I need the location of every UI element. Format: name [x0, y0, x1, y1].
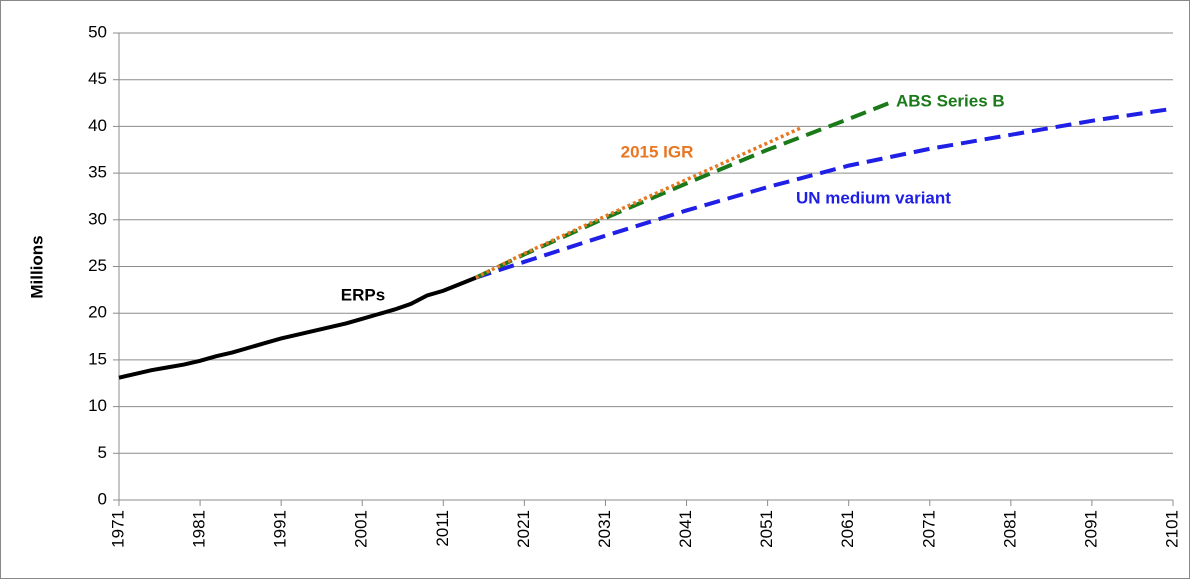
y-tick-label: 50: [88, 22, 107, 41]
x-tick-label: 1981: [190, 510, 209, 548]
y-tick-label: 40: [88, 116, 107, 135]
x-tick-label: 2041: [676, 510, 695, 548]
x-tick-label: 2081: [1000, 510, 1019, 548]
x-tick-label: 2011: [433, 510, 452, 547]
x-tick-label: 2061: [838, 510, 857, 548]
series-line: [475, 106, 1174, 280]
x-tick-label: 2031: [595, 510, 614, 548]
y-tick-label: 45: [88, 69, 107, 88]
y-tick-label: 5: [98, 443, 107, 462]
y-tick-label: 25: [88, 256, 107, 275]
y-tick-label: 0: [98, 489, 107, 508]
series-label: UN medium variant: [796, 188, 951, 207]
series-line: [474, 101, 890, 280]
x-tick-label: 2021: [514, 510, 533, 548]
series-label: 2015 IGR: [621, 142, 694, 161]
x-tick-label: 1971: [108, 510, 127, 548]
x-tick-label: 2101: [1162, 510, 1181, 548]
series-label: ERPs: [341, 285, 385, 304]
y-tick-label: 30: [88, 209, 107, 228]
x-tick-label: 2051: [757, 510, 776, 548]
x-tick-label: 2071: [919, 510, 938, 548]
series-line: [118, 275, 477, 380]
y-axis-label: Millions: [27, 235, 46, 298]
y-tick-label: 20: [88, 303, 107, 322]
y-tick-label: 35: [88, 163, 107, 182]
x-tick-label: 2091: [1081, 510, 1100, 548]
x-tick-label: 2001: [352, 510, 371, 548]
series-label: ABS Series B: [896, 91, 1005, 110]
y-tick-label: 15: [88, 349, 107, 368]
y-tick-label: 10: [88, 396, 107, 415]
series-line: [474, 126, 801, 280]
x-tick-label: 1991: [271, 510, 290, 548]
